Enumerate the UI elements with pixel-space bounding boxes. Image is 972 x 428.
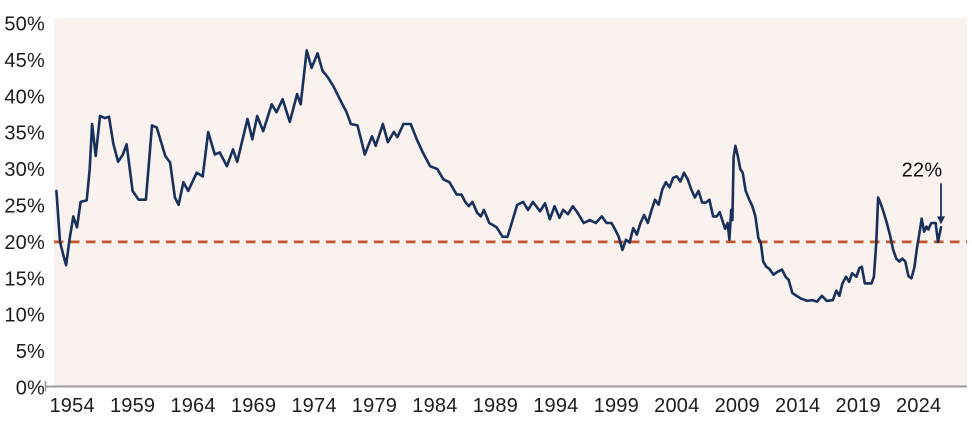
y-tick-label: 30% [4, 159, 45, 181]
x-tick-label: 2024 [896, 395, 941, 417]
annotation-label: 22% [902, 159, 943, 181]
y-tick-label: 40% [4, 86, 45, 108]
y-tick-label: 35% [4, 123, 45, 145]
x-tick-label: 2019 [836, 395, 881, 417]
y-tick-label: 25% [4, 196, 45, 218]
x-tick-label: 1964 [170, 395, 215, 417]
x-tick-label: 2009 [715, 395, 760, 417]
x-tick-label: 1954 [49, 395, 94, 417]
x-tick-label: 2014 [775, 395, 820, 417]
x-axis-labels: 1954 1959 1964 1969 1974 1979 1984 1989 1994 1999… [49, 395, 941, 417]
x-tick-label: 1979 [352, 395, 397, 417]
y-tick-label: 15% [4, 268, 45, 290]
x-tick-label: 1974 [291, 395, 336, 417]
x-tick-label: 1984 [412, 395, 457, 417]
data-series-line [55, 49, 943, 303]
y-tick-label: 5% [16, 341, 45, 363]
x-tick-label: 2004 [654, 395, 699, 417]
x-tick-label: 1994 [533, 395, 578, 417]
y-tick-label: 10% [4, 305, 45, 327]
latest-value-annotation: 22% [902, 159, 946, 225]
y-tick-label: 45% [4, 50, 45, 72]
down-arrow-head-icon [937, 216, 946, 225]
x-tick-label: 1959 [110, 395, 155, 417]
x-tick-label: 1969 [231, 395, 276, 417]
y-axis-labels: 0% 5% 10% 15% 20% 25% 30% 35% 40% 45% 50% [4, 14, 45, 400]
y-tick-label: 0% [16, 378, 45, 400]
y-tick-label: 50% [4, 14, 45, 36]
x-tick-label: 1989 [473, 395, 518, 417]
plot-area [54, 18, 967, 387]
x-tick-label: 1999 [594, 395, 639, 417]
y-tick-label: 20% [4, 232, 45, 254]
